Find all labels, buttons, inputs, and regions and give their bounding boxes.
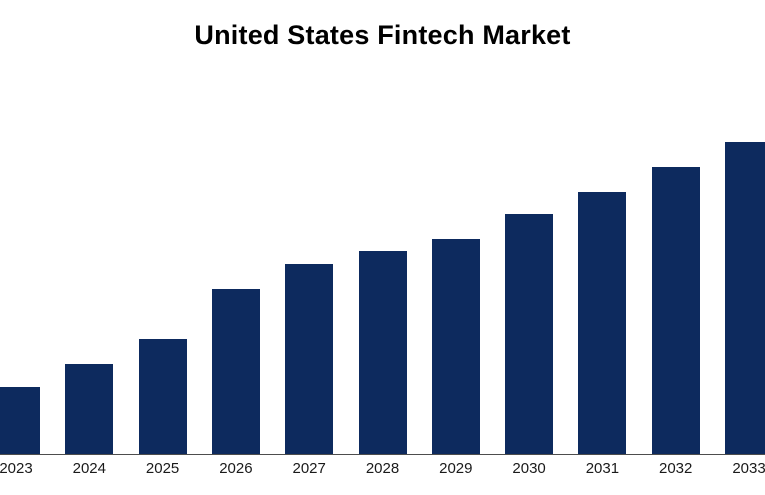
x-tick-label-2028: 2028 — [365, 460, 400, 477]
bar-2032 — [651, 167, 700, 454]
x-tick-label-2031: 2031 — [585, 460, 620, 477]
x-tick-label-2024: 2024 — [72, 460, 106, 477]
x-tick-label-2029: 2029 — [439, 460, 473, 477]
x-tick-label-2025: 2025 — [145, 460, 180, 477]
x-axis-line — [0, 454, 765, 455]
bar-2033 — [725, 142, 765, 454]
x-tick-label-2027: 2027 — [292, 460, 326, 477]
x-tick-label-2023: 2023 — [0, 460, 33, 477]
x-tick-label-2032: 2032 — [659, 460, 693, 477]
chart-title: United States Fintech Market — [194, 20, 571, 50]
x-tick-label-2026: 2026 — [219, 460, 253, 477]
bar-2027 — [285, 264, 334, 454]
bar-2029 — [431, 239, 480, 454]
bar-2031 — [578, 192, 627, 454]
bar-2026 — [211, 289, 260, 454]
bar-2030 — [505, 214, 554, 454]
bar-2028 — [358, 251, 407, 454]
bar-2024 — [65, 364, 114, 454]
bar-2023 — [0, 387, 40, 454]
x-tick-label-2033: 2033 — [732, 460, 765, 477]
bar-2025 — [138, 339, 187, 454]
x-tick-label-2030: 2030 — [512, 460, 546, 477]
